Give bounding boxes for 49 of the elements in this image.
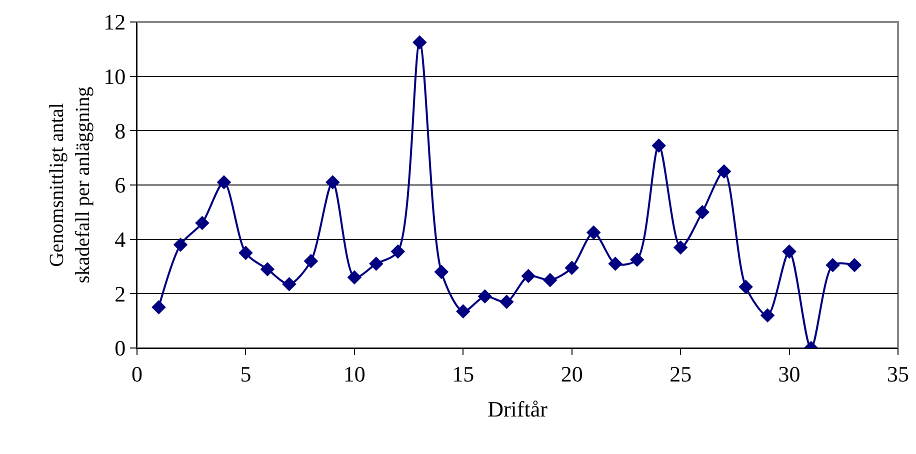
x-tick-label: 15: [452, 361, 474, 386]
point: [499, 294, 514, 309]
point: [478, 289, 492, 304]
y-tick-label: 10: [104, 64, 126, 90]
point: [260, 262, 275, 276]
point: [412, 35, 427, 50]
y-tick-label: 2: [114, 281, 126, 306]
point: [282, 277, 296, 292]
x-tick-label: 5: [240, 361, 252, 386]
point: [760, 308, 775, 323]
point: [304, 254, 318, 268]
y-tick-label: 4: [114, 227, 126, 252]
point: [152, 300, 166, 314]
x-tick-label: 35: [887, 361, 909, 386]
point: [782, 244, 796, 259]
point: [347, 270, 362, 285]
y-tick-label: 6: [114, 172, 126, 198]
point: [716, 164, 732, 179]
point: [630, 252, 644, 267]
point: [390, 244, 406, 259]
point: [608, 256, 622, 271]
point: [521, 268, 536, 284]
x-tick-label: 20: [560, 361, 583, 386]
point: [434, 264, 449, 280]
x-tick-label: 10: [343, 361, 366, 386]
point: [673, 240, 688, 255]
point: [586, 225, 601, 240]
y-tick-label: 12: [104, 10, 126, 35]
point: [216, 175, 232, 190]
x-tick-label: 30: [778, 361, 800, 386]
point: [847, 258, 862, 272]
point: [542, 272, 558, 288]
point: [564, 260, 580, 276]
x-tick-label: 0: [132, 361, 142, 386]
point: [195, 216, 210, 230]
x-tick-label: 25: [670, 361, 692, 386]
point: [238, 246, 253, 260]
y-axis-title: Genomsnittligt antal skadefall per anläggning: [46, 86, 94, 284]
point: [695, 205, 710, 220]
point: [326, 175, 340, 190]
x-axis-title: Driftår: [488, 396, 548, 422]
point: [369, 256, 384, 271]
point: [738, 280, 753, 294]
point: [456, 304, 470, 318]
point: [652, 138, 666, 153]
y-tick-label: 8: [114, 118, 126, 144]
point: [826, 258, 840, 272]
y-tick-label: 0: [114, 336, 126, 361]
point: [173, 238, 188, 252]
